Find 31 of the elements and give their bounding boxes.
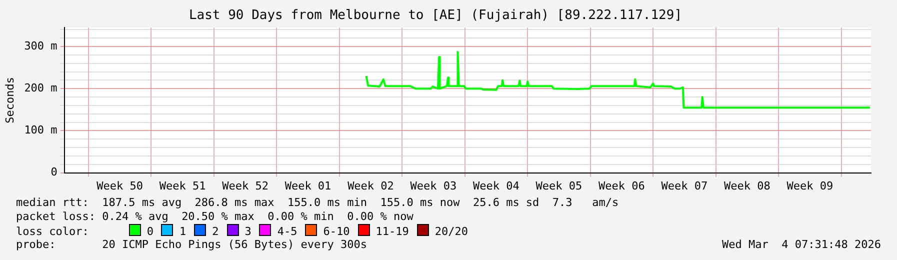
y-tick-label: 0: [50, 166, 58, 179]
y-axis-title: Seconds: [3, 77, 16, 124]
x-tick-label: Week 03: [410, 179, 457, 192]
x-tick-label: Week 05: [536, 179, 582, 192]
legend-label: 6-10: [323, 225, 350, 238]
text: Wed Mar 4 07:31:48 2026: [722, 238, 881, 252]
x-tick-label: Week 02: [348, 179, 394, 192]
x-tick-label: Week 06: [598, 179, 645, 192]
legend-title: loss color:: [16, 225, 89, 238]
x-tick-label: Week 01: [284, 179, 332, 192]
legend-label: 4-5: [277, 225, 298, 238]
y-tick-label: 200 m: [24, 81, 58, 94]
x-tick-label: Week 07: [661, 179, 708, 192]
legend-label: 20/20: [434, 225, 468, 238]
x-tick-label: Week 04: [473, 179, 520, 192]
legend-label: 2: [212, 225, 219, 238]
x-tick-label: Week 52: [222, 179, 268, 192]
x-tick-label: Week 51: [159, 179, 206, 192]
chart-title: Last 90 Days from Melbourne to [AE] (Fujairah) [89.222.117.129]: [188, 8, 682, 24]
y-tick-label: 100 m: [24, 124, 58, 137]
x-tick-label: Week 50: [96, 179, 143, 192]
text: probe: 20 ICMP Echo Pings (56 Bytes) every 300s: [16, 238, 367, 252]
text: median rtt: 187.5 ms avg 286.8 ms max 155.0 ms min 155.0 ms now 25.6 ms sd 7.3 am/s: [16, 196, 620, 210]
x-tick-label: Week 09: [786, 179, 834, 192]
legend-label: 3: [244, 225, 252, 238]
y-tick-label: 300 m: [24, 39, 58, 52]
legend-label: 11-19: [376, 225, 409, 238]
x-tick-label: Week 08: [724, 179, 770, 192]
text: packet loss: 0.24 % avg 20.50 % max 0.00 % min 0.00 % now: [16, 210, 414, 224]
legend-label: 0: [146, 225, 154, 238]
legend-label: 1: [179, 225, 186, 238]
